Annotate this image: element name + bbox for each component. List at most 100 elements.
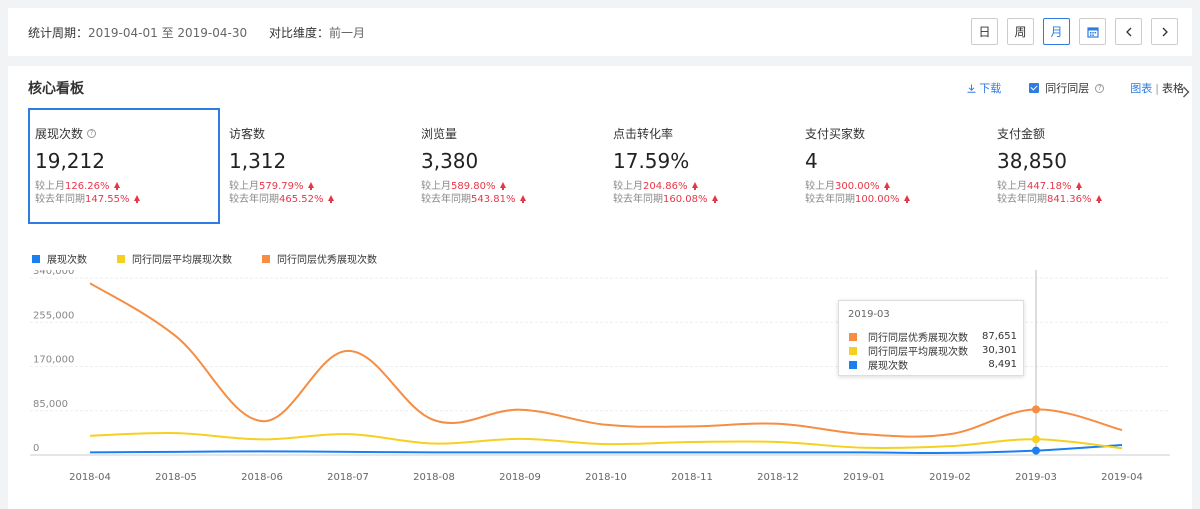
day-button[interactable]: 日 <box>971 18 998 45</box>
tooltip-value: 30,301 <box>982 345 1017 356</box>
yoy-value: 100.00% <box>855 194 900 205</box>
mom-label: 较上月 <box>229 181 259 192</box>
series-line <box>89 432 1123 450</box>
chart-legend: 展现次数 同行同层平均展现次数 同行同层优秀展现次数 <box>32 251 377 266</box>
legend-swatch <box>117 254 125 263</box>
metric-card-buyers[interactable]: 支付买家数 4 较上月300.00% 较去年同期100.00% <box>798 108 990 224</box>
yoy-label: 较去年同期 <box>229 194 279 205</box>
metric-name: 支付买家数 <box>805 127 866 141</box>
next-period-button[interactable] <box>1151 18 1178 45</box>
metric-mom: 较上月589.80% <box>421 180 599 193</box>
arrow-up-icon <box>133 195 140 203</box>
y-tick-label: 255,000 <box>33 310 74 321</box>
chart-tooltip: 2019-03 同行同层优秀展现次数 87,651 同行同层平均展现次数 30,30… <box>838 300 1024 376</box>
arrow-up-icon <box>113 182 120 190</box>
metric-value: 4 <box>805 149 818 173</box>
metric-mom: 较上月204.86% <box>613 180 791 193</box>
chart-view-link[interactable]: 图表 <box>1130 82 1153 95</box>
calendar-icon <box>1086 26 1099 38</box>
metric-card-conversion[interactable]: 点击转化率 17.59% 较上月204.86% 较去年同期160.08% <box>606 108 798 224</box>
x-tick-label: 2018-12 <box>757 472 799 483</box>
legend-item-impressions[interactable]: 展现次数 <box>32 251 87 266</box>
metric-mom: 较上月579.79% <box>229 180 407 193</box>
metric-value: 3,380 <box>421 149 479 173</box>
chart-svg: 340,000 255,000 170,000 85,000 0 2018-04 2018-… <box>30 270 1170 483</box>
help-icon[interactable]: ? <box>87 129 97 138</box>
arrow-up-icon <box>903 195 910 203</box>
x-tick-label: 2018-09 <box>499 472 541 483</box>
mom-label: 较上月 <box>35 181 65 192</box>
view-separator: | <box>1155 82 1159 95</box>
metric-value: 17.59% <box>613 149 690 173</box>
data-point <box>1032 405 1040 414</box>
metric-card-pageviews[interactable]: 浏览量 3,380 较上月589.80% 较去年同期543.81% <box>414 108 606 224</box>
tooltip-row: 展现次数 8,491 <box>849 357 1017 372</box>
compare-value: 前一月 <box>328 26 365 40</box>
mom-label: 较上月 <box>997 181 1027 192</box>
tooltip-row: 同行同层优秀展现次数 87,651 <box>849 329 1017 344</box>
period-range: 2019-04-01 至 2019-04-30 <box>88 26 248 40</box>
arrow-up-icon <box>691 182 698 190</box>
period-buttons: 日 周 月 <box>971 18 1178 45</box>
metric-card-payment[interactable]: 支付金额 38,850 较上月447.18% 较去年同期841.36% <box>990 108 1182 224</box>
legend-swatch <box>262 254 270 263</box>
mom-label: 较上月 <box>421 181 451 192</box>
metric-mom: 较上月126.26% <box>35 180 213 193</box>
metric-card-visitors[interactable]: 访客数 1,312 较上月579.79% 较去年同期465.52% <box>222 108 414 224</box>
tooltip-row: 同行同层平均展现次数 30,301 <box>849 343 1017 358</box>
download-link[interactable]: 下载 <box>967 80 1001 96</box>
metric-card-impressions[interactable]: 展现次数? 19,212 较上月126.26% 较去年同期147.55% <box>28 108 220 224</box>
cards-next-icon[interactable] <box>1182 86 1190 98</box>
mom-label: 较上月 <box>805 181 835 192</box>
metric-mom: 较上月447.18% <box>997 180 1175 193</box>
period-info: 统计周期：2019-04-01 至 2019-04-30 对比维度：前一月 <box>28 24 365 41</box>
metric-yoy: 较去年同期543.81% <box>421 193 599 206</box>
x-tick-label: 2019-03 <box>1015 472 1057 483</box>
legend-label: 同行同层平均展现次数 <box>132 255 232 266</box>
peer-label: 同行同层 <box>1045 82 1090 95</box>
arrow-up-icon <box>499 182 506 190</box>
download-label: 下载 <box>979 82 1002 95</box>
arrow-up-icon <box>307 182 314 190</box>
series-line <box>89 282 1123 438</box>
checkbox-checked-icon <box>1029 83 1040 93</box>
period-bar: 统计周期：2019-04-01 至 2019-04-30 对比维度：前一月 日 … <box>8 8 1192 56</box>
metric-name: 点击转化率 <box>613 127 674 141</box>
mom-value: 204.86% <box>643 181 688 192</box>
metric-name: 浏览量 <box>421 127 458 141</box>
month-button[interactable]: 月 <box>1043 18 1070 45</box>
x-tick-label: 2018-11 <box>671 472 713 483</box>
yoy-value: 841.36% <box>1047 194 1092 205</box>
view-toggle: 图表 | 表格 <box>1130 80 1184 96</box>
peer-checkbox[interactable]: 同行同层 ? <box>1029 80 1105 96</box>
legend-item-peer-average[interactable]: 同行同层平均展现次数 <box>117 251 232 266</box>
tooltip-label: 展现次数 <box>868 361 908 372</box>
x-tick-label: 2018-05 <box>155 472 197 483</box>
panel-title: 核心看板 <box>28 81 84 97</box>
mom-label: 较上月 <box>613 181 643 192</box>
metric-yoy: 较去年同期100.00% <box>805 193 983 206</box>
help-icon[interactable]: ? <box>1095 83 1105 93</box>
tooltip-title: 2019-03 <box>848 309 890 320</box>
table-view-link[interactable]: 表格 <box>1162 82 1184 95</box>
yoy-label: 较去年同期 <box>35 194 85 205</box>
x-tick-label: 2018-07 <box>327 472 369 483</box>
legend-item-peer-excellent[interactable]: 同行同层优秀展现次数 <box>262 251 377 266</box>
prev-period-button[interactable] <box>1115 18 1142 45</box>
x-tick-label: 2018-06 <box>241 472 283 483</box>
arrow-up-icon <box>519 195 526 203</box>
metric-mom: 较上月300.00% <box>805 180 983 193</box>
tooltip-value: 87,651 <box>982 331 1017 342</box>
chevron-right-icon <box>1162 27 1168 36</box>
metric-yoy: 较去年同期841.36% <box>997 193 1175 206</box>
y-tick-label: 85,000 <box>33 399 68 410</box>
y-tick-label: 340,000 <box>33 270 74 277</box>
y-tick-label: 170,000 <box>33 355 74 366</box>
calendar-button[interactable] <box>1079 18 1106 45</box>
week-button[interactable]: 周 <box>1007 18 1034 45</box>
arrow-up-icon <box>711 195 718 203</box>
tooltip-swatch <box>849 346 857 355</box>
period-label: 统计周期： <box>28 26 89 40</box>
arrow-up-icon <box>327 195 334 203</box>
series-line <box>89 444 1123 454</box>
